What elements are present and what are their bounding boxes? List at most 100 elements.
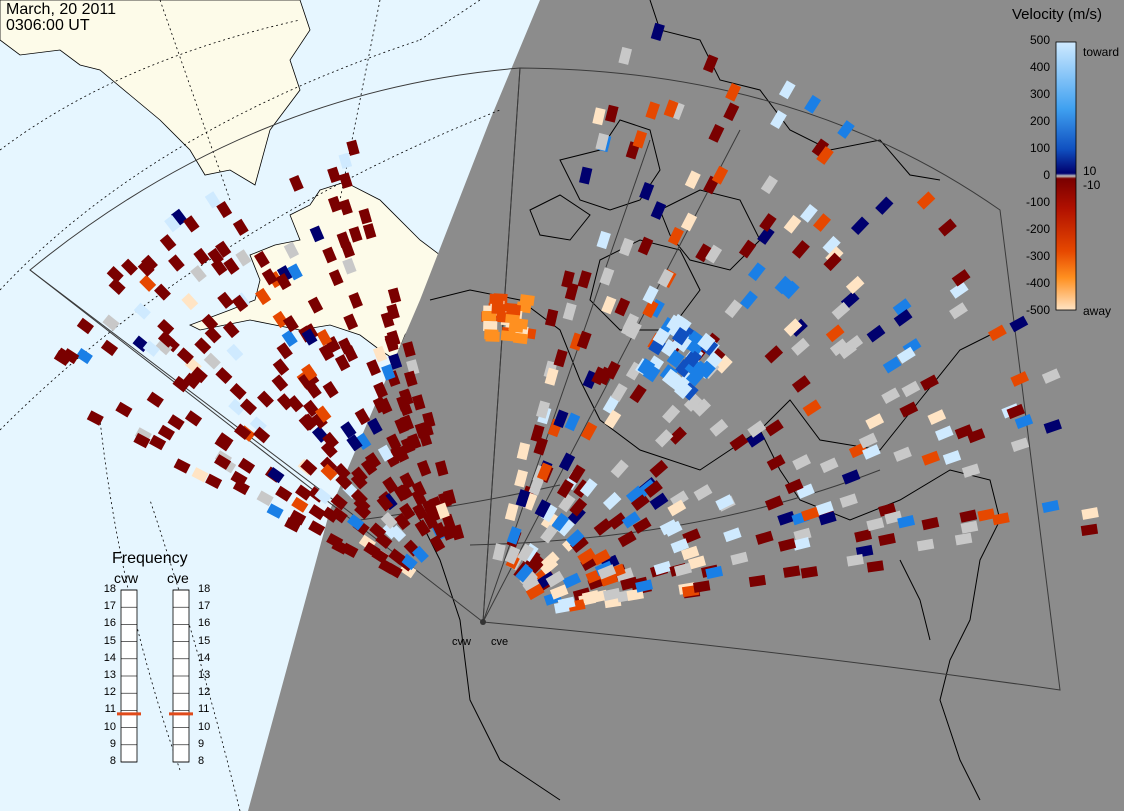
echo-cell [367, 417, 383, 435]
echo-cell [253, 426, 271, 444]
echo-cell [322, 246, 337, 264]
echo-cell [739, 290, 758, 310]
echo-cell [858, 432, 878, 449]
echo-cell [201, 313, 219, 331]
freq-tick-label: 9 [198, 737, 205, 750]
echo-cell [927, 409, 947, 425]
echo-cell [108, 278, 126, 296]
echo-cell [822, 235, 841, 255]
echo-cell [283, 241, 300, 259]
day-land-siberia [0, 0, 311, 186]
echo-cell [377, 444, 394, 462]
echo-cell [893, 446, 912, 462]
freq-tick-label: 13 [103, 669, 116, 681]
echo-cell [373, 381, 388, 399]
echo-cell [276, 342, 293, 360]
echo-cell [597, 564, 617, 580]
echo-cell [353, 496, 371, 514]
echo-cell [1010, 437, 1030, 452]
echo-cell [305, 381, 322, 399]
echo-cell [512, 332, 529, 345]
echo-cell [556, 517, 575, 537]
echo-cell [527, 555, 547, 574]
echo-cell [714, 355, 733, 374]
echo-cell [133, 302, 151, 320]
echo-cell [655, 429, 674, 448]
echo-cell [411, 481, 427, 498]
echo-cell [530, 424, 545, 443]
echo-cell [354, 408, 371, 426]
echo-cell [330, 507, 348, 524]
echo-cell [141, 254, 158, 272]
echo-cell [399, 502, 416, 521]
echo-cell [674, 359, 693, 378]
freq-tick-label: 14 [198, 651, 211, 664]
echo-cell [267, 466, 285, 484]
echo-cell [253, 250, 270, 268]
echo-cell [602, 395, 620, 415]
echo-cell [800, 204, 818, 223]
echo-cell [813, 213, 831, 232]
echo-cell [214, 454, 232, 470]
echo-cell [139, 274, 157, 292]
echo-cell [683, 334, 702, 354]
echo-cell [681, 545, 700, 561]
echo-cell [286, 395, 304, 413]
echo-cell [663, 99, 679, 118]
echo-cell [375, 532, 393, 550]
echo-cell [642, 285, 659, 305]
freq-tick-label: 12 [198, 686, 211, 699]
echo-cell [137, 259, 155, 277]
echo-cell [504, 545, 521, 565]
echo-cell [340, 421, 357, 439]
echo-cell [682, 528, 701, 544]
echo-cell [232, 479, 250, 496]
echo-cell [977, 508, 996, 522]
frequency-radar-cvw: cvw [114, 570, 139, 586]
echo-cell [522, 575, 542, 594]
echo-cell [364, 452, 382, 470]
echo-cell [515, 489, 531, 508]
echo-cell [777, 510, 796, 526]
echo-cell [271, 374, 289, 392]
colorbar-tick: 300 [1029, 87, 1050, 101]
freq-tick-label: 16 [198, 617, 211, 630]
echo-cell [738, 239, 757, 259]
colorbar-tick: -200 [1025, 222, 1050, 236]
echo-cell [536, 400, 550, 419]
echo-cell [256, 490, 274, 507]
echo-cell [549, 584, 569, 600]
echo-cell [892, 298, 912, 316]
echo-cell [289, 509, 307, 526]
echo-cell [228, 398, 246, 416]
echo-cell [653, 560, 672, 576]
echo-cell [346, 434, 363, 452]
echo-cell [257, 390, 274, 408]
echo-cell [322, 431, 339, 450]
echo-cell [796, 483, 815, 499]
echo-cell [610, 459, 629, 479]
echo-cell [102, 314, 120, 332]
echo-cell [935, 425, 954, 441]
echo-cell [53, 350, 71, 366]
echo-cell [320, 441, 338, 459]
echo-cell [866, 560, 884, 573]
echo-cell [536, 462, 553, 482]
colorbar-toward-label: toward [1083, 45, 1120, 59]
echo-cell [692, 398, 712, 417]
echo-cell [358, 208, 373, 225]
echo-cell [684, 357, 703, 377]
echo-cell [301, 363, 318, 382]
echo-cell [266, 503, 284, 519]
echo-cell [791, 240, 810, 259]
echo-cell [841, 469, 861, 485]
echo-cell [229, 383, 247, 400]
echo-cell [275, 273, 292, 291]
echo-cell [603, 587, 621, 601]
colorbar-away-label: away [1083, 304, 1112, 318]
echo-cell [429, 534, 446, 553]
echo-cell [569, 497, 588, 517]
frequency-radar-cve: cve [167, 570, 189, 586]
echo-cell [683, 349, 703, 368]
echo-cell [581, 590, 600, 604]
